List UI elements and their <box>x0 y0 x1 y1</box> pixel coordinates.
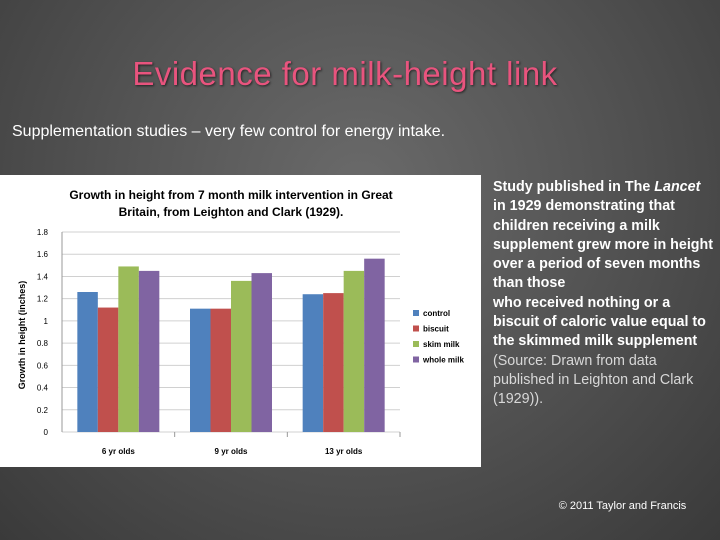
legend-swatch <box>413 356 419 363</box>
x-category-label: 6 yr olds <box>102 447 135 456</box>
bar-control <box>302 294 324 432</box>
bar-skim-milk <box>231 280 252 432</box>
legend-label: control <box>423 309 450 318</box>
y-tick-label: 0 <box>44 428 49 437</box>
legend-swatch <box>413 341 419 347</box>
legend-swatch <box>413 310 419 316</box>
study-text-lancet: Lancet <box>654 179 701 195</box>
bar-whole-milk <box>138 270 160 432</box>
label-layer: 0 0.2 0.4 0.6 0.8 1 1.2 1.4 1.6 1.8 6 yr olds 9 yr … <box>37 228 363 456</box>
study-text-3: who received nothing or a biscuit of cal… <box>493 294 706 350</box>
y-tick-label: 0.6 <box>37 361 49 370</box>
study-description: Study published in The Lancet in 1929 de… <box>493 178 715 410</box>
legend-label: skim milk <box>423 340 460 349</box>
y-tick-label: 0.8 <box>37 339 49 348</box>
slide-subtitle: Supplementation studies – very few contr… <box>12 123 446 140</box>
y-tick-label: 0.2 <box>37 406 49 415</box>
y-tick-label: 1.8 <box>37 228 49 237</box>
x-category-label: 9 yr olds <box>215 447 248 456</box>
bar-control <box>190 308 211 432</box>
bar-whole-milk <box>364 258 385 432</box>
bar-biscuit <box>323 293 344 432</box>
y-tick-label: 1.4 <box>37 272 49 281</box>
bar-biscuit <box>210 308 231 432</box>
bar-biscuit <box>97 307 119 432</box>
study-text-1: Study published in The <box>493 179 651 195</box>
y-tick-label: 1.6 <box>37 250 49 259</box>
study-source: (Source: Drawn from data published in Le… <box>493 352 694 408</box>
study-text-2: in 1929 demonstrating that children rece… <box>493 198 714 292</box>
x-category-label: 13 yr olds <box>325 447 363 456</box>
legend-swatch <box>413 325 419 332</box>
legend-label: whole milk <box>422 356 464 365</box>
bar-skim-milk <box>118 266 139 432</box>
legend-label: biscuit <box>423 325 449 334</box>
bar-layer <box>77 258 385 432</box>
y-axis-label: Growth in height (inches) <box>17 281 27 390</box>
chart-title-line2: Britain, from Leighton and Clark (1929). <box>119 205 344 219</box>
bar-control <box>77 292 98 432</box>
legend: control biscuit skim milk whole milk <box>413 309 464 365</box>
bar-skim-milk <box>343 270 365 432</box>
slide-title: Evidence for milk-height link <box>132 55 558 92</box>
y-tick-label: 0.4 <box>37 384 49 393</box>
chart-panel: Growth in height from 7 month milk inter… <box>0 175 481 467</box>
y-tick-label: 1 <box>44 317 49 326</box>
chart-title-line1: Growth in height from 7 month milk inter… <box>69 188 392 202</box>
bar-whole-milk <box>251 273 272 432</box>
y-tick-label: 1.2 <box>37 295 49 304</box>
bar-chart: Growth in height from 7 month milk inter… <box>17 188 464 456</box>
copyright-notice: © 2011 Taylor and Francis <box>558 500 687 512</box>
